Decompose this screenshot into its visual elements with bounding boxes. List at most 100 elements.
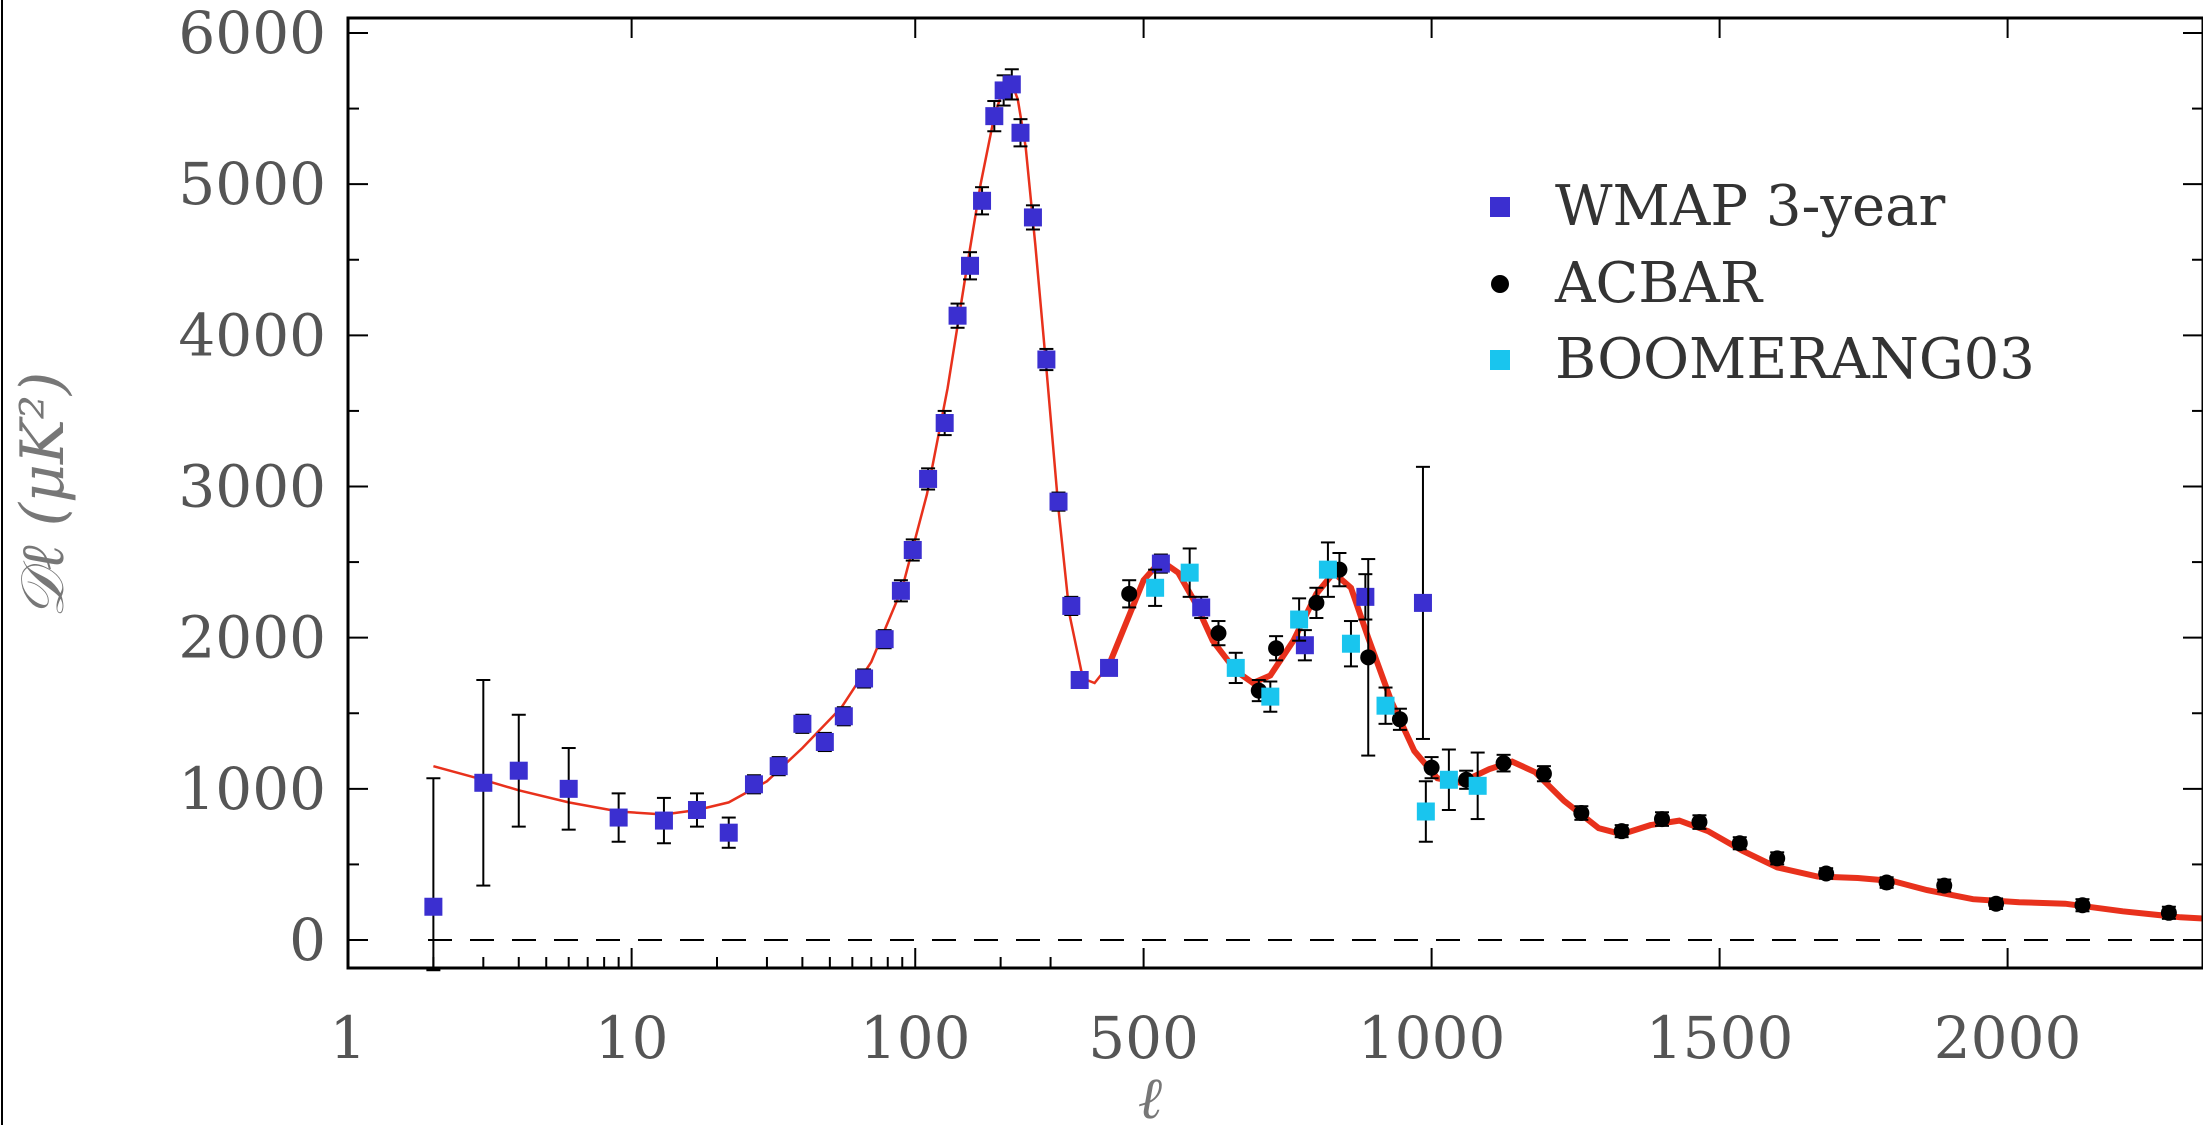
marker-square (1037, 350, 1056, 369)
marker-square (609, 808, 628, 827)
acbar-point (1121, 579, 1138, 609)
marker-square (719, 823, 738, 842)
marker-square (1180, 563, 1199, 582)
ticks-layer (347, 18, 2203, 968)
marker-square (1100, 658, 1119, 677)
acbar-point (1936, 877, 1953, 894)
boomerang03-point (1180, 547, 1199, 598)
boomerang03-point (1226, 651, 1245, 685)
boomerang03-point (1290, 597, 1309, 642)
wmap-3-year-point (1049, 491, 1068, 512)
marker-square (891, 581, 910, 600)
boomerang03-point (1416, 780, 1435, 843)
acbar-point (2160, 904, 2177, 921)
wmap-3-year-point (744, 774, 763, 795)
wmap-3-year-point (1356, 573, 1375, 621)
tick-labels-layer: 0 1000 2000 3000 4000 5000 6000 1 10 100 500 1000 15… (178, 0, 2081, 1072)
wmap-3-year-point (609, 792, 628, 843)
marker-square (1151, 554, 1170, 573)
acbar-point (1210, 620, 1227, 647)
wmap-3-year-point (1037, 347, 1056, 372)
marker-circle (2074, 897, 2091, 914)
wmap-3-year-point (559, 747, 578, 831)
marker-circle (1613, 823, 1630, 840)
marker-square (1002, 75, 1021, 94)
legend-label: WMAP 3-year (1555, 174, 1946, 239)
marker-square (1376, 696, 1395, 715)
marker-square (973, 191, 992, 210)
marker-square (509, 761, 528, 780)
wmap-3-year-point (793, 713, 812, 734)
y-tick-label: 3000 (178, 453, 326, 521)
wmap-3-year-point (424, 777, 443, 972)
marker-circle (1423, 759, 1440, 776)
legend-label: ACBAR (1554, 251, 1764, 316)
marker-square (793, 714, 812, 733)
marker-square (424, 897, 443, 916)
x-tick-label: 1500 (1646, 1004, 1794, 1072)
wmap-3-year-point (687, 792, 706, 828)
marker-square (1226, 658, 1245, 677)
marker-square (903, 540, 922, 559)
wmap-3-year-point (948, 302, 967, 329)
marker-square (1192, 598, 1211, 617)
marker-square (1023, 208, 1042, 227)
boomerang03-point (1468, 751, 1487, 821)
marker-square (1413, 593, 1432, 612)
wmap-3-year-point (474, 678, 493, 887)
boomerang03-point (1318, 541, 1337, 598)
marker-square (1416, 802, 1435, 821)
legend-marker (1490, 350, 1510, 370)
marker-circle (1210, 625, 1227, 642)
boomerang03-point (1376, 686, 1395, 725)
x-tick-label: 1 (330, 1004, 367, 1072)
acbar-point (1360, 558, 1377, 757)
wmap-3-year-point (1023, 204, 1042, 231)
marker-square (1049, 492, 1068, 511)
wmap-3-year-point (973, 186, 992, 216)
acbar-point (1818, 865, 1835, 882)
wmap-3-year-point (891, 579, 910, 603)
marker-circle (1573, 805, 1590, 822)
marker-square (961, 256, 980, 275)
wmap-3-year-point (1011, 118, 1030, 148)
wmap-3-year-point (961, 251, 980, 281)
wmap-3-year-point (654, 796, 673, 845)
marker-square (744, 775, 763, 794)
wmap-3-year-point (1100, 658, 1119, 677)
marker-square (1439, 770, 1458, 789)
wmap-3-year-point (875, 629, 894, 650)
y-tick-label: 5000 (178, 150, 326, 218)
x-tick-label: 10 (595, 1004, 669, 1072)
wmap-3-year-point (769, 756, 788, 777)
boomerang03-point (1146, 568, 1165, 607)
boomerang03-point (1261, 680, 1280, 713)
acbar-point (1878, 874, 1895, 891)
marker-square (1318, 560, 1337, 579)
marker-square (474, 773, 493, 792)
marker-square (1261, 687, 1280, 706)
marker-circle (1731, 835, 1748, 852)
marker-square (855, 669, 874, 688)
acbar-point (1731, 835, 1748, 852)
acbar-point (1535, 765, 1552, 783)
acbar-point (1654, 811, 1670, 828)
marker-circle (1691, 814, 1708, 831)
wmap-3-year-point (1062, 595, 1081, 616)
marker-circle (2160, 904, 2177, 921)
points-layer (424, 68, 2177, 972)
wmap-3-year-point (1002, 68, 1021, 101)
marker-square (1011, 123, 1030, 142)
acbar-point (1268, 635, 1285, 662)
y-tick-label: 1000 (178, 755, 326, 823)
marker-square (935, 414, 954, 433)
marker-square (834, 707, 853, 726)
legend-label: BOOMERANG03 (1555, 327, 2035, 392)
wmap-3-year-point (815, 731, 834, 753)
marker-circle (1495, 755, 1512, 772)
wmap-3-year-point (719, 816, 738, 849)
marker-square (1341, 634, 1360, 653)
marker-square (1468, 776, 1487, 795)
legend-entry: ACBAR (1491, 251, 1764, 316)
marker-square (1070, 670, 1089, 689)
